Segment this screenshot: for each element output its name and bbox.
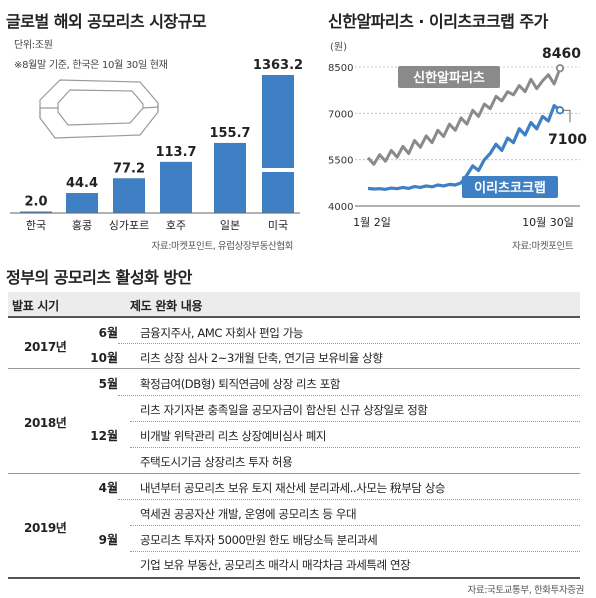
table-month: 6월 (98, 326, 118, 340)
table-item: 공모리츠 투자자 5000만원 한도 배당소득 분리과세 (140, 533, 378, 547)
table-year-2017: 2017년 (24, 340, 67, 354)
table-month: 4월 (98, 481, 118, 495)
bar-category-label: 한국 (26, 219, 46, 232)
series-line-shinhan (366, 67, 562, 166)
y-tick-label: 4000 (328, 202, 353, 213)
table-item: 비개발 위탁관리 리츠 상장예비심사 폐지 (140, 429, 327, 443)
table-item: 금융지주사, AMC 자회사 편입 가능 (140, 326, 304, 340)
bar (160, 161, 192, 213)
legend-box-koramco (462, 176, 558, 198)
bar-value-label: 1363.2 (253, 58, 303, 73)
bar-value-label: 155.7 (209, 126, 250, 141)
bar-value-label: 2.0 (24, 195, 47, 210)
bar-chart-title: 글로벌 해외 공모리츠 시장규모 (6, 12, 207, 31)
bar-value-label: 113.7 (155, 145, 196, 160)
bar-category-label: 미국 (268, 219, 288, 232)
x-tick-label: 1월 2일 (353, 215, 391, 229)
table-item: 기업 보유 부동산, 공모리츠 매각시 매각차금 과세특례 연장 (140, 558, 411, 572)
table-month: 10월 (90, 351, 118, 365)
series-name-label: 신한알파리츠 (413, 70, 485, 86)
legend-box-shinhan (398, 66, 500, 88)
bar-chart-unit: 단위:조원 (14, 40, 53, 51)
bar-chart-source: 자료:마켓포인트, 유럽상장부동산협회 (151, 241, 294, 252)
line-chart-title: 신한알파리츠 · 이리츠코크랩 주가 (328, 12, 548, 31)
bar-chart: 2.0 한국 44.4 홍콩 77.2 싱가포르 113.7 호주 155.7 일본 1363.2 미… (10, 58, 303, 232)
y-tick-label: 7000 (328, 109, 353, 120)
table-item: 역세권 공공자산 개발, 운영에 공모리츠 등 우대 (140, 507, 357, 521)
table-source: 자료:국토교통부, 한화투자증권 (467, 585, 585, 596)
bar-value-label: 44.4 (66, 176, 98, 191)
line-chart-source: 자료:마켓포인트 (512, 241, 574, 252)
y-tick-label: 8500 (328, 63, 353, 74)
bar-category-label: 싱가포르 (109, 219, 149, 232)
bar (113, 178, 145, 213)
bar-value-label: 77.2 (113, 161, 145, 176)
bar-category-label: 호주 (166, 219, 186, 232)
table-item: 리츠 자기자본 충족일을 공모자금이 합산된 신규 상장일로 정함 (140, 403, 428, 417)
y-tick-label: 5500 (328, 156, 353, 167)
table-item: 리츠 상장 심사 2~3개월 단축, 연기금 보유비율 상향 (140, 351, 383, 365)
leader-line (563, 109, 571, 123)
line-chart-yunit: (원) (330, 41, 347, 53)
table-header-date: 발표 시기 (12, 299, 59, 313)
x-tick-label: 10월 30일 (522, 215, 574, 229)
table-item: 내년부터 공모리츠 보유 토지 재산세 분리과세..사모는 稅부담 상승 (140, 481, 446, 495)
bar (214, 142, 246, 213)
series-name-label: 이리츠코크랩 (474, 180, 546, 196)
table-header-content: 제도 완화 내용 (130, 299, 203, 313)
table-header (8, 292, 580, 316)
bar-chart-note: ※8월말 기준, 한국은 10월 30일 현재 (14, 60, 168, 71)
table-item: 주택도시기금 상장리츠 투자 허용 (140, 455, 293, 469)
series-end-point (555, 64, 565, 73)
table-item: 확정급여(DB형) 퇴직연금에 상장 리츠 포함 (140, 377, 341, 391)
bar (262, 75, 294, 213)
table-year-2019: 2019년 (24, 521, 67, 535)
stadium-illustration (39, 79, 159, 139)
table-month: 12월 (90, 429, 118, 443)
series-end-label: 8460 (542, 46, 581, 62)
table-title: 정부의 공모리츠 활성화 방안 (6, 268, 192, 287)
table-month: 9월 (98, 533, 118, 547)
axis-break (261, 168, 295, 172)
bar (66, 193, 98, 213)
bar-category-label: 일본 (220, 218, 240, 232)
series-end-point (555, 106, 565, 115)
table-year-2018: 2018년 (24, 416, 67, 430)
bar-category-label: 홍콩 (72, 218, 92, 232)
series-end-label: 7100 (548, 132, 587, 148)
bar (20, 211, 52, 213)
table-month: 5월 (98, 377, 118, 391)
